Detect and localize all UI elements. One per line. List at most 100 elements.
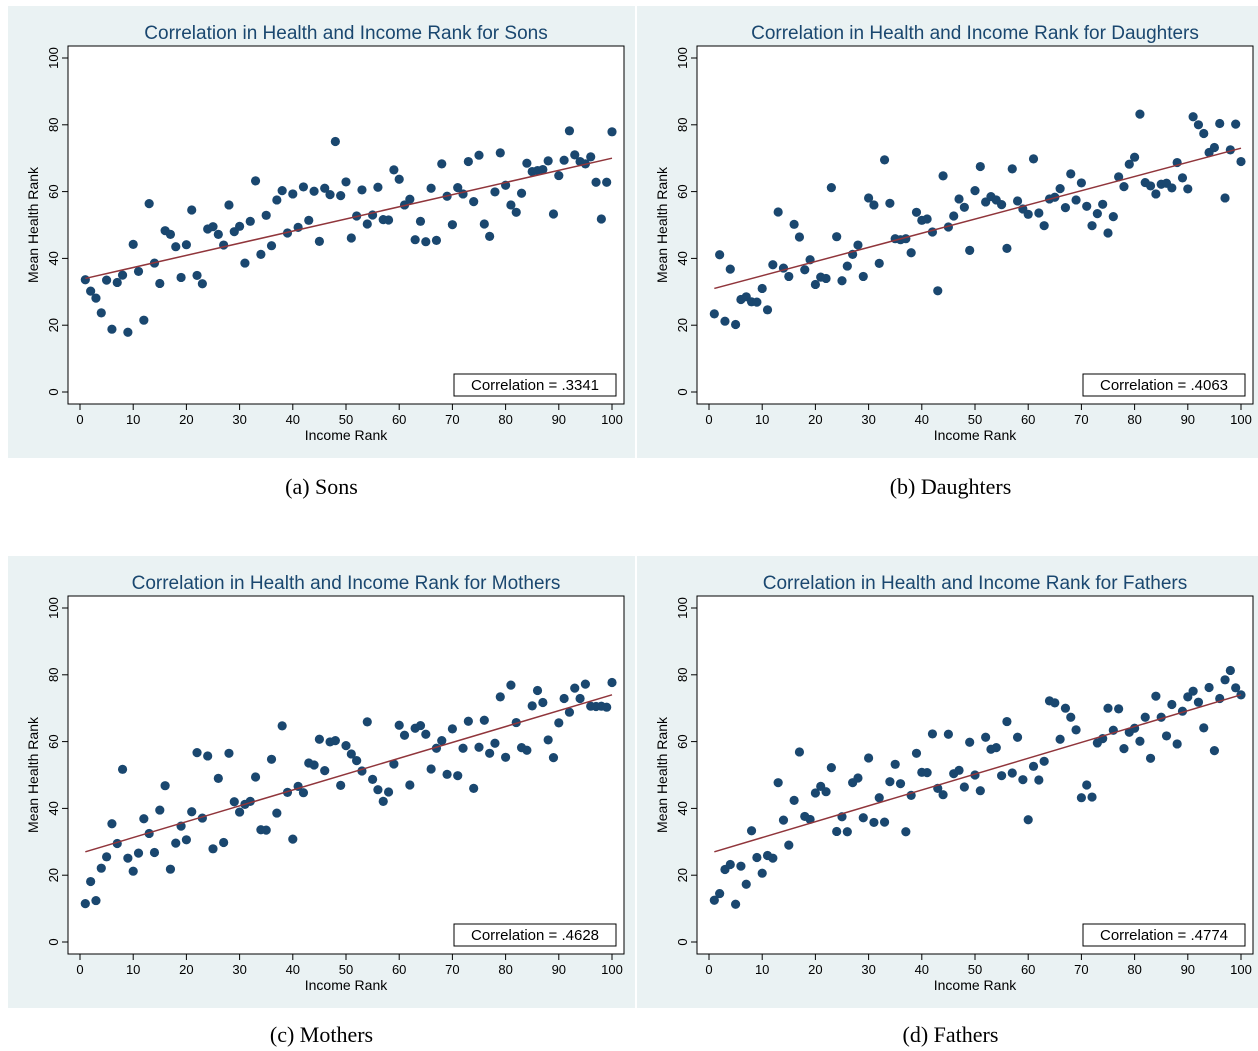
scatter-plot-fathers: Correlation in Health and Income Rank fo…	[654, 573, 1254, 993]
data-point	[266, 241, 277, 251]
x-tick-label: 0	[76, 412, 83, 427]
data-point	[314, 734, 324, 744]
fit-line	[85, 694, 613, 853]
data-point	[261, 210, 271, 220]
data-point	[564, 707, 575, 717]
data-point	[794, 747, 805, 757]
data-point	[725, 264, 735, 274]
data-point	[1236, 156, 1246, 167]
data-point	[437, 735, 447, 746]
data-point	[1039, 221, 1049, 231]
data-point	[266, 754, 277, 764]
data-point	[879, 155, 890, 165]
data-point	[123, 327, 133, 337]
data-point	[506, 680, 516, 690]
data-point	[256, 249, 266, 259]
data-point	[208, 222, 218, 232]
data-point	[431, 235, 442, 245]
data-point	[858, 813, 868, 823]
data-point	[869, 200, 879, 210]
y-tick-label: 100	[46, 47, 61, 69]
data-point	[1124, 159, 1134, 169]
x-tick-label: 50	[339, 962, 353, 977]
data-point	[720, 316, 730, 326]
data-point	[832, 232, 842, 242]
x-tick-label: 20	[808, 412, 822, 427]
data-point	[548, 209, 559, 219]
data-point	[426, 183, 436, 193]
x-tick-label: 30	[232, 412, 246, 427]
data-point	[240, 258, 250, 268]
data-point	[1103, 228, 1113, 238]
correlation-box	[1082, 373, 1246, 397]
data-point	[304, 215, 314, 225]
data-point	[107, 324, 117, 334]
data-point	[495, 692, 505, 702]
data-point	[453, 771, 463, 781]
data-point	[511, 717, 521, 728]
y-axis-label: Mean Health Rank	[654, 716, 670, 833]
data-point	[1231, 683, 1241, 693]
y-tick-label: 60	[675, 734, 690, 748]
data-point	[752, 852, 762, 863]
data-point	[1076, 178, 1086, 188]
x-tick-label: 0	[705, 412, 712, 427]
y-tick-label: 100	[46, 597, 61, 619]
data-point	[1188, 686, 1198, 696]
data-point	[1060, 203, 1071, 213]
data-point	[235, 221, 245, 231]
data-point	[709, 895, 719, 905]
data-point	[1183, 184, 1193, 194]
y-tick-label: 60	[46, 734, 61, 748]
chart-panel-daughters: Correlation in Health and Income Rank fo…	[637, 6, 1258, 458]
data-point	[86, 876, 96, 887]
x-tick-label: 100	[601, 962, 623, 977]
data-point	[997, 200, 1007, 210]
fit-line	[85, 157, 613, 280]
x-tick-label: 60	[392, 412, 406, 427]
data-point	[171, 838, 181, 848]
data-point	[1161, 731, 1172, 741]
data-point	[548, 753, 559, 763]
data-point	[91, 293, 101, 303]
x-tick-label: 0	[76, 962, 83, 977]
data-point	[192, 270, 202, 281]
plot-area	[67, 595, 625, 955]
x-tick-label: 50	[968, 412, 982, 427]
data-point	[86, 286, 96, 296]
data-point	[144, 199, 154, 209]
data-point	[715, 250, 725, 260]
data-point	[864, 193, 874, 203]
data-point	[1119, 744, 1129, 754]
data-point	[757, 283, 767, 294]
data-point	[469, 197, 479, 207]
plot-area	[696, 45, 1254, 405]
data-point	[352, 756, 362, 766]
data-point	[453, 182, 463, 193]
data-point	[543, 735, 553, 745]
data-point	[213, 773, 223, 783]
data-point	[394, 720, 404, 730]
data-point	[261, 825, 271, 835]
y-tick-label: 40	[46, 251, 61, 265]
data-point	[250, 176, 261, 186]
data-point	[511, 207, 521, 217]
data-point	[570, 683, 580, 693]
data-point	[474, 742, 484, 752]
data-point	[272, 195, 282, 205]
data-point	[821, 273, 831, 284]
data-point	[91, 895, 101, 906]
data-point	[362, 219, 372, 229]
data-point	[1023, 815, 1033, 825]
data-point	[1060, 703, 1071, 713]
data-point	[133, 848, 144, 858]
x-tick-label: 80	[1127, 962, 1141, 977]
data-point	[1087, 792, 1097, 802]
data-point	[1082, 201, 1092, 211]
data-point	[1209, 746, 1219, 756]
y-tick-label: 20	[675, 868, 690, 882]
data-point	[219, 837, 229, 848]
y-tick-label: 0	[46, 938, 61, 945]
data-point	[810, 279, 820, 290]
x-tick-label: 10	[755, 962, 769, 977]
